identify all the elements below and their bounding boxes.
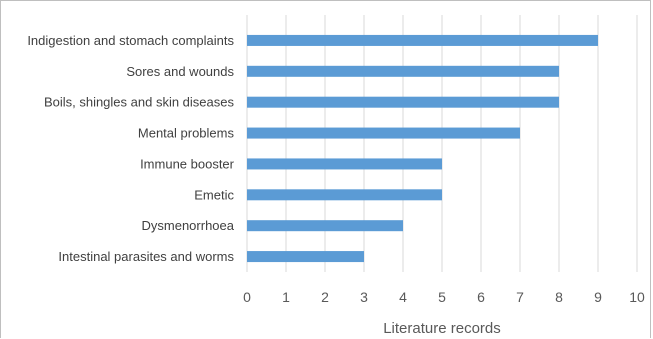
- bar: [247, 158, 442, 169]
- category-label: Indigestion and stomach complaints: [27, 33, 234, 48]
- category-label: Intestinal parasites and worms: [58, 249, 234, 264]
- category-label: Immune booster: [140, 156, 235, 171]
- category-label: Mental problems: [138, 126, 235, 141]
- category-label: Dysmenorrhoea: [142, 218, 235, 233]
- x-tick-label: 2: [321, 289, 329, 305]
- bar: [247, 189, 442, 200]
- x-tick-label: 0: [243, 289, 251, 305]
- category-labels: Indigestion and stomach complaints Sores …: [27, 33, 234, 264]
- category-label: Sores and wounds: [126, 64, 234, 79]
- bar: [247, 66, 559, 77]
- x-tick-labels: 0 1 2 3 4 5 6 7 8 9 10: [243, 289, 645, 305]
- x-tick-label: 3: [360, 289, 368, 305]
- bar: [247, 251, 364, 262]
- x-tick-label: 10: [629, 289, 645, 305]
- x-tick-label: 4: [399, 289, 407, 305]
- bars: [247, 35, 598, 262]
- bar: [247, 128, 520, 139]
- x-tick-label: 6: [477, 289, 485, 305]
- category-label: Emetic: [194, 187, 234, 202]
- bar: [247, 220, 403, 231]
- bar: [247, 97, 559, 108]
- category-label: Boils, shingles and skin diseases: [44, 95, 235, 110]
- x-tick-label: 7: [516, 289, 524, 305]
- x-tick-label: 8: [555, 289, 563, 305]
- x-tick-label: 9: [594, 289, 602, 305]
- x-axis-title: Literature records: [383, 320, 501, 337]
- x-tick-label: 1: [282, 289, 290, 305]
- gridlines: [247, 15, 637, 272]
- bar: [247, 35, 598, 46]
- x-tick-label: 5: [438, 289, 446, 305]
